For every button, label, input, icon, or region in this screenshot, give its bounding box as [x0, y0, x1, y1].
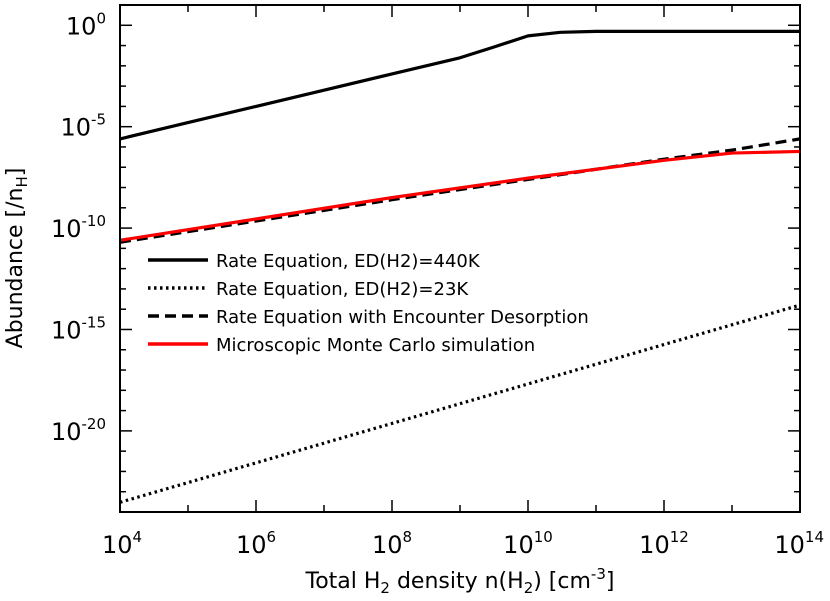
- series-line-2: [119, 137, 801, 244]
- y-tick-label: 10-5: [60, 111, 106, 142]
- legend-entry: Rate Equation, ED(H2)=23K: [148, 279, 469, 300]
- legend: Rate Equation, ED(H2)=440K Rate Equation…: [148, 251, 589, 356]
- series-line-3: [119, 149, 801, 242]
- tick-label-layer: 104 106 108 1010 1012 1014 100 10-5 10-10 10-15 10…: [51, 9, 824, 559]
- series-line-0: [119, 29, 800, 141]
- x-tick-label: 1010: [503, 528, 553, 559]
- x-tick-label: 1014: [774, 528, 824, 559]
- legend-label-440k: Rate Equation, ED(H2)=440K: [216, 251, 481, 272]
- y-tick-label: 10-15: [51, 313, 106, 344]
- legend-entry: Microscopic Monte Carlo simulation: [148, 335, 535, 356]
- x-tick-label: 108: [372, 528, 412, 559]
- x-tick-label: 1012: [639, 528, 689, 559]
- y-tick-label: 10-20: [51, 415, 106, 446]
- y-axis-title: Abundance [/nH]: [3, 168, 31, 349]
- x-tick-label: 106: [236, 528, 276, 559]
- x-tick-label: 104: [102, 528, 142, 559]
- series-line-1: [119, 303, 801, 504]
- plot-frame: [119, 4, 801, 513]
- x-axis-title: Total H2 density n(H2) [cm-3]: [305, 565, 615, 597]
- y-tick-label: 100: [66, 9, 106, 40]
- legend-entry: Rate Equation with Encounter Desorption: [148, 307, 589, 328]
- legend-label-encounter: Rate Equation with Encounter Desorption: [216, 307, 589, 328]
- legend-label-23k: Rate Equation, ED(H2)=23K: [216, 279, 469, 300]
- series-layer: [119, 29, 801, 504]
- legend-entry: Rate Equation, ED(H2)=440K: [148, 251, 481, 272]
- legend-label-montecarlo: Microscopic Monte Carlo simulation: [216, 335, 535, 356]
- y-tick-label: 10-10: [51, 212, 106, 243]
